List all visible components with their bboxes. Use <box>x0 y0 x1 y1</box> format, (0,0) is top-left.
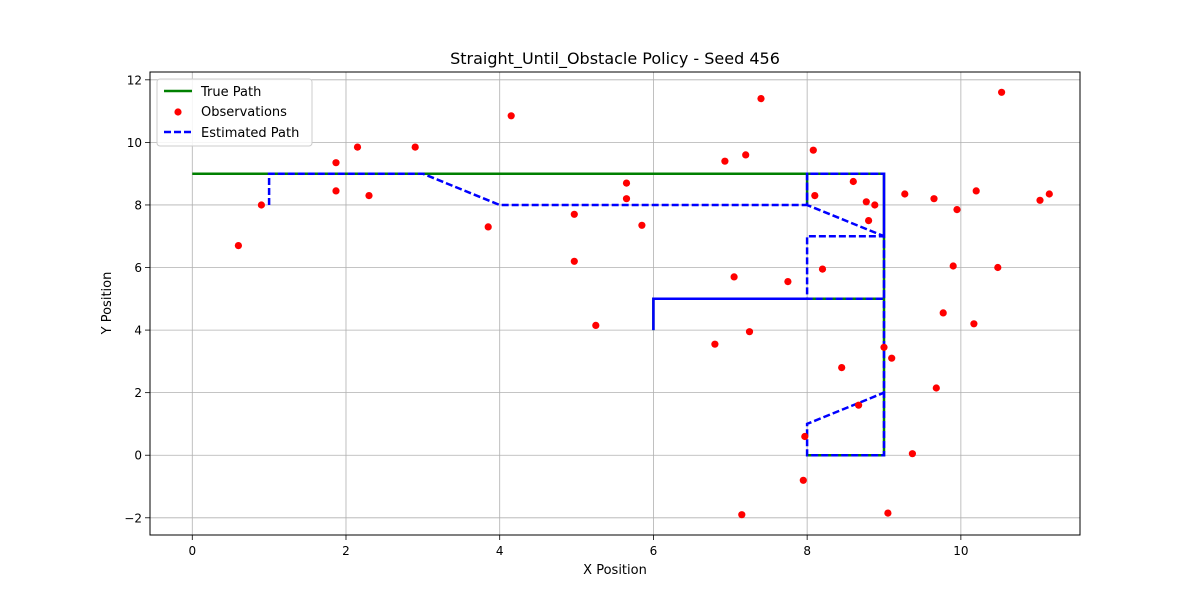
observation-point <box>507 112 515 120</box>
observation-point <box>801 432 809 441</box>
grid <box>150 72 1080 535</box>
observation-point <box>1045 190 1053 198</box>
observations-series <box>234 88 1053 519</box>
observation-point <box>257 201 265 209</box>
observation-point <box>901 190 909 198</box>
observation-point <box>742 151 750 159</box>
observation-point <box>638 221 646 229</box>
observation-point <box>862 198 870 206</box>
observation-point <box>953 206 961 214</box>
observation-point <box>880 343 888 351</box>
legend-estimated-path-label: Estimated Path <box>201 126 299 141</box>
estimated-path-series <box>267 172 886 457</box>
observation-point <box>570 257 578 265</box>
observation-point <box>972 187 980 195</box>
observation-point <box>838 364 846 372</box>
observation-point <box>932 384 940 392</box>
observation-point <box>365 192 373 200</box>
legend-observations-swatch <box>174 108 182 116</box>
y-axis-ticks: −2 0 2 4 6 8 10 12 <box>124 73 150 525</box>
observation-point <box>939 309 947 317</box>
y-tick-label: 0 <box>134 449 142 463</box>
y-tick-label: 10 <box>127 136 142 150</box>
estimated-path-line <box>267 172 886 457</box>
observation-point <box>884 509 892 517</box>
observation-point <box>970 320 978 328</box>
chart-title: Straight_Until_Obstacle Policy - Seed 45… <box>450 49 780 69</box>
y-tick-label: −2 <box>124 511 142 525</box>
observation-point <box>865 217 873 225</box>
true-path-series <box>192 172 886 457</box>
observation-point <box>730 273 738 281</box>
observation-point <box>998 88 1006 96</box>
y-tick-label: 2 <box>134 386 142 400</box>
observation-point <box>994 263 1002 272</box>
observation-point <box>888 354 896 362</box>
observation-point <box>332 159 340 167</box>
y-tick-label: 12 <box>127 73 142 87</box>
observation-point <box>721 157 729 165</box>
observation-point <box>592 321 600 329</box>
x-tick-label: 8 <box>803 544 811 558</box>
x-tick-label: 0 <box>188 544 196 558</box>
observation-point <box>411 143 419 151</box>
observation-point <box>570 210 578 218</box>
observation-point <box>1036 196 1044 204</box>
observation-point <box>484 223 492 231</box>
legend-observations-label: Observations <box>201 105 287 120</box>
x-tick-label: 4 <box>496 544 504 558</box>
observation-point <box>818 265 827 273</box>
observation-point <box>908 450 917 458</box>
observation-point <box>799 476 807 484</box>
legend-true-path-label: True Path <box>200 85 261 100</box>
observation-point <box>353 143 362 151</box>
observation-point <box>811 192 819 200</box>
x-tick-label: 10 <box>953 544 968 558</box>
y-tick-label: 6 <box>134 261 142 275</box>
observation-point <box>234 242 242 250</box>
observation-point <box>871 201 879 209</box>
observation-point <box>930 195 938 203</box>
observation-point <box>745 328 754 336</box>
y-axis-label: Y Position <box>100 272 115 336</box>
observation-point <box>949 262 957 270</box>
observation-point <box>738 511 746 519</box>
observation-point <box>849 177 857 186</box>
legend: True Path Observations Estimated Path <box>156 78 313 147</box>
observation-point <box>711 340 719 348</box>
plot-frame <box>149 71 1081 536</box>
observation-point <box>757 95 765 103</box>
y-tick-label: 4 <box>134 324 142 338</box>
observation-point <box>332 187 340 195</box>
x-tick-label: 2 <box>342 544 350 558</box>
x-axis-label: X Position <box>583 563 647 578</box>
observation-point <box>622 179 631 187</box>
observation-point <box>784 278 792 286</box>
y-tick-label: 8 <box>134 198 142 212</box>
x-axis-ticks: 0 2 4 6 8 10 <box>188 535 969 558</box>
legend-box <box>156 78 313 147</box>
true-path-line <box>192 172 886 457</box>
x-tick-label: 6 <box>650 544 658 558</box>
observation-point <box>809 146 817 154</box>
observation-point <box>622 195 631 203</box>
observation-point <box>855 401 863 409</box>
